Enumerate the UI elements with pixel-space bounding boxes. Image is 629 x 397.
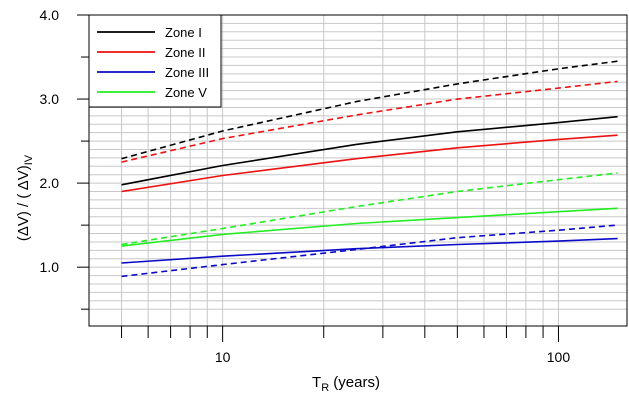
y-tick-label: 3.0 <box>40 91 60 107</box>
series-line-zone-v-solid <box>121 207 618 247</box>
x-axis-label-rest: (years) <box>329 374 380 391</box>
series-line-zone-v-dashed <box>121 172 618 246</box>
x-axis-label-subscript: R <box>321 382 329 394</box>
x-axis-label: TR (years) <box>312 374 380 394</box>
y-tick-label: 4.0 <box>40 7 60 23</box>
tick-labels: 10 100 1.0 2.0 3.0 4.0 <box>40 7 571 365</box>
series-line-zone-i-solid <box>121 115 618 186</box>
series-line-zone-iii-dashed <box>121 224 618 278</box>
series-line-zone-ii-solid <box>121 134 618 193</box>
series-line-zone-i-dashed <box>121 60 618 160</box>
legend-label-zone-ii: Zone II <box>165 45 205 60</box>
legend: Zone I Zone II Zone III Zone V <box>88 14 222 108</box>
series-line-zone-ii-dashed <box>121 80 618 163</box>
series-group <box>121 60 618 278</box>
y-axis-label: (ΔV) / ( ΔV)IV <box>15 154 35 241</box>
x-tick-label: 10 <box>215 349 231 365</box>
x-axis-label-main: T <box>312 374 321 391</box>
legend-label-zone-i: Zone I <box>165 25 202 40</box>
series-line-zone-iii-solid <box>121 237 618 264</box>
legend-label-zone-v: Zone V <box>165 85 207 100</box>
axes <box>77 14 628 342</box>
y-axis-label-main: (ΔV) / ( ΔV) <box>15 165 32 241</box>
y-tick-label: 2.0 <box>40 175 60 191</box>
plot-frame <box>88 14 628 327</box>
legend-label-zone-iii: Zone III <box>165 65 209 80</box>
y-tick-label: 1.0 <box>40 259 60 275</box>
x-tick-label: 100 <box>547 349 571 365</box>
y-axis-label-subscript: IV <box>23 154 35 165</box>
